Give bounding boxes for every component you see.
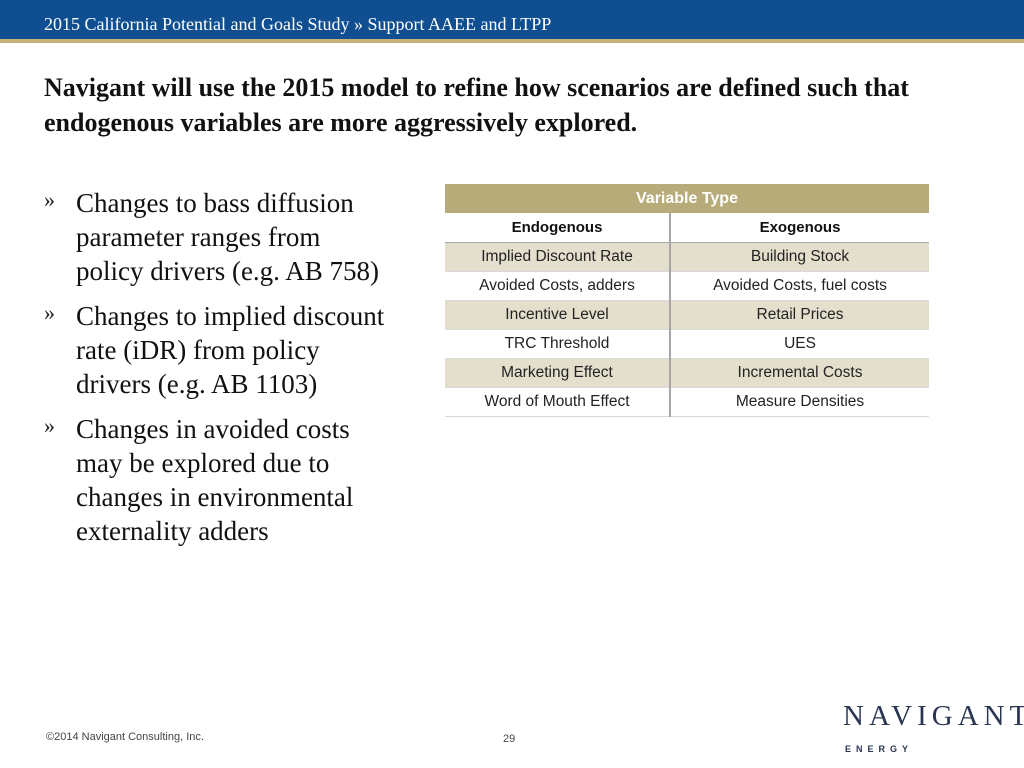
bullet-list: » Changes to bass diffusion parameter ra… xyxy=(44,186,394,559)
table-header-row: Endogenous Exogenous xyxy=(445,213,929,243)
copyright-text: ©2014 Navigant Consulting, Inc. xyxy=(46,731,204,743)
table-cell: Marketing Effect xyxy=(445,358,671,388)
column-header-endogenous: Endogenous xyxy=(445,213,671,243)
table-cell: Retail Prices xyxy=(670,300,929,330)
table-row: Implied Discount Rate Building Stock xyxy=(445,242,929,272)
table-row: Marketing Effect Incremental Costs xyxy=(445,358,929,388)
bullet-item: » Changes to bass diffusion parameter ra… xyxy=(44,186,394,288)
chevron-bullet-icon: » xyxy=(44,300,55,325)
bullet-text: Changes to bass diffusion parameter rang… xyxy=(76,188,379,286)
table-title-row: Variable Type xyxy=(445,184,929,213)
table-cell: Word of Mouth Effect xyxy=(445,387,671,417)
table-cell: Incentive Level xyxy=(445,300,671,330)
table-cell: Building Stock xyxy=(670,242,929,272)
bullet-item: » Changes in avoided costs may be explor… xyxy=(44,412,394,548)
breadcrumb: 2015 California Potential and Goals Stud… xyxy=(44,14,552,34)
table-cell: UES xyxy=(670,329,929,359)
logo-wordmark: NAVIGANT xyxy=(843,700,1024,732)
chevron-bullet-icon: » xyxy=(44,413,55,438)
page-number: 29 xyxy=(503,733,516,745)
bullet-text: Changes to implied discount rate (iDR) f… xyxy=(76,301,385,399)
variable-type-table: Variable Type Endogenous Exogenous Impli… xyxy=(445,184,929,417)
navigant-logo: NAVIGANT ENERGY xyxy=(843,700,1024,758)
slide-title: Navigant will use the 2015 model to refi… xyxy=(44,73,909,137)
bullet-item: » Changes to implied discount rate (iDR)… xyxy=(44,299,394,401)
table-row: Word of Mouth Effect Measure Densities xyxy=(445,387,929,417)
table-cell: Avoided Costs, adders xyxy=(445,271,671,301)
table-cell: Implied Discount Rate xyxy=(445,242,671,272)
bullet-text: Changes in avoided costs may be explored… xyxy=(76,414,354,546)
table-cell: TRC Threshold xyxy=(445,329,671,359)
table-row: TRC Threshold UES xyxy=(445,329,929,359)
table-cell: Measure Densities xyxy=(670,387,929,417)
table-row: Avoided Costs, adders Avoided Costs, fue… xyxy=(445,271,929,301)
table-title: Variable Type xyxy=(445,184,929,213)
top-banner: 2015 California Potential and Goals Stud… xyxy=(0,0,1024,43)
column-header-exogenous: Exogenous xyxy=(670,213,929,243)
table-row: Incentive Level Retail Prices xyxy=(445,300,929,330)
logo-subtitle: ENERGY xyxy=(845,744,914,754)
table-cell: Avoided Costs, fuel costs xyxy=(670,271,929,301)
table-cell: Incremental Costs xyxy=(670,358,929,388)
chevron-bullet-icon: » xyxy=(44,187,55,212)
